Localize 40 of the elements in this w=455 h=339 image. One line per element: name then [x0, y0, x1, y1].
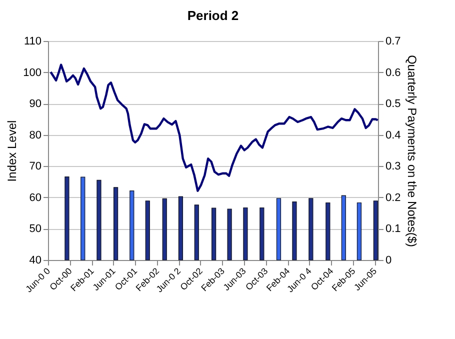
y2-tick-label: 0 [386, 254, 392, 266]
y-tick-label: 110 [24, 36, 42, 48]
bar [308, 198, 314, 260]
bar [276, 198, 282, 260]
y2-tick-label: 0.7 [386, 36, 401, 48]
y2-tick-label: 0.3 [386, 160, 401, 173]
bar [227, 208, 232, 260]
y-tick-label: 70 [29, 160, 42, 173]
bar [326, 202, 330, 260]
bar [356, 202, 362, 260]
bar [194, 204, 199, 260]
y2-tick-label: 0.2 [386, 192, 401, 204]
y2-tick-label: 0.1 [386, 223, 401, 236]
bar [145, 200, 150, 260]
y2-tick-label: 0.6 [386, 66, 401, 79]
y-tick-label: 40 [29, 254, 42, 266]
y-axis-title: Index Level [5, 120, 20, 182]
bar [130, 190, 134, 260]
y-tick-label: 50 [29, 223, 42, 236]
y2-tick-label: 0.5 [386, 98, 401, 110]
bar [243, 207, 248, 260]
y-tick-label: 100 [23, 66, 42, 79]
bar [113, 187, 118, 260]
bar [260, 207, 264, 260]
bar [212, 208, 216, 260]
y2-tick-label: 0.4 [386, 129, 401, 142]
line-series [50, 64, 379, 192]
bar [96, 180, 102, 260]
bar [373, 200, 378, 260]
bar [341, 195, 346, 260]
y-tick-label: 60 [29, 192, 42, 204]
y-tick-label: 90 [29, 98, 42, 110]
chart-title: Period 2 [187, 8, 239, 23]
bar [178, 196, 184, 260]
bar [64, 176, 70, 260]
y-tick-label: 80 [29, 129, 42, 142]
bar [80, 176, 86, 260]
bar [292, 202, 297, 260]
y2-axis-title: Quarterly Payments on the Notes($) [404, 54, 419, 248]
bar [162, 198, 167, 260]
